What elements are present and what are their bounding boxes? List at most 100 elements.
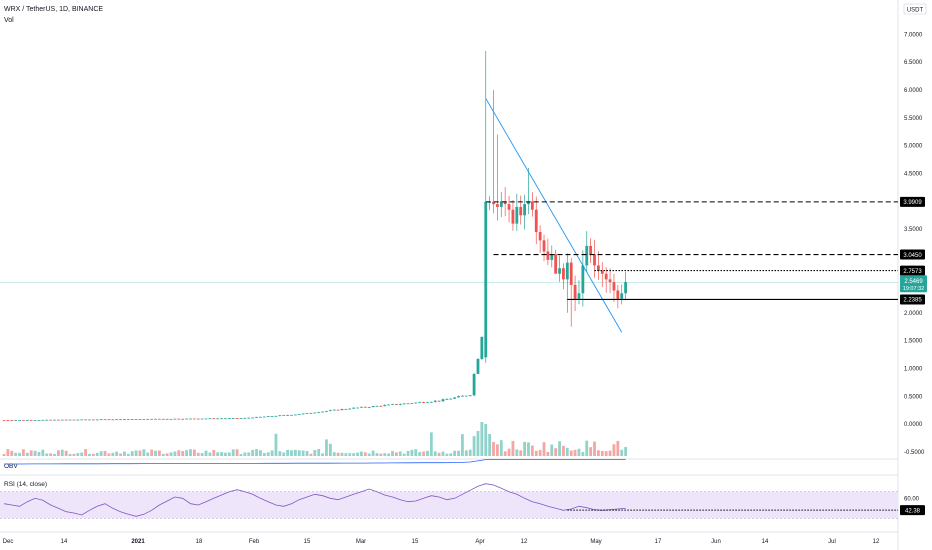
volume-bar (495, 444, 499, 456)
obv-title: OBV (4, 463, 18, 470)
volume-bar (577, 448, 581, 456)
candle-body (507, 204, 511, 210)
volume-bar (14, 452, 18, 456)
volume-bar (550, 444, 554, 456)
candle-body (554, 254, 558, 274)
volume-bar (375, 453, 379, 456)
candle-body (313, 412, 317, 414)
candle-body (383, 405, 387, 407)
candle-body (22, 420, 25, 421)
time-tick-label: 2021 (131, 539, 145, 545)
volume-bar (534, 450, 538, 456)
price-tick-label: 1.5000 (904, 339, 923, 345)
candle-body (394, 404, 398, 406)
candle-body (336, 409, 340, 411)
volume-bar (165, 453, 169, 456)
volume-bar (169, 452, 173, 456)
volume-bar (620, 449, 624, 456)
candle-body (14, 420, 18, 421)
candle-body (64, 419, 68, 421)
trendline (485, 98, 623, 333)
candle-body (196, 418, 200, 420)
volume-bar (282, 452, 286, 456)
price-level-tag (900, 294, 925, 305)
candle-body (546, 251, 550, 260)
volume-bar (371, 450, 375, 456)
volume-bar (624, 447, 627, 456)
time-tick-label: Apr (475, 539, 484, 545)
candle-body (449, 398, 453, 400)
candle-body (558, 268, 561, 274)
volume-bar (527, 442, 530, 456)
volume-bar (476, 431, 480, 456)
time-tick-label: 17 (655, 539, 662, 545)
candle-body (278, 415, 282, 417)
volume-bar (492, 442, 495, 456)
candle-body (534, 209, 538, 232)
candle-body (231, 418, 235, 419)
volume-bar (523, 441, 526, 456)
volume-bar (212, 450, 216, 456)
volume-bar (56, 450, 60, 456)
candle-body (577, 293, 581, 299)
volume-bar (185, 450, 188, 456)
price-tick-label: 6.0000 (904, 88, 923, 94)
candle-body (523, 204, 526, 216)
candle-body (468, 395, 472, 397)
volume-bar (29, 450, 33, 456)
candle-body (286, 415, 290, 416)
candle-body (29, 420, 33, 421)
price-tick-label: 0.5000 (904, 394, 923, 400)
volume-bar (398, 451, 402, 456)
volume-bar (433, 451, 437, 456)
volume-bar (259, 450, 262, 456)
time-tick-label: 12 (521, 539, 528, 545)
candle-body (375, 405, 379, 407)
volume-bar (220, 452, 223, 456)
currency-box (903, 3, 927, 15)
candle-body (41, 419, 45, 421)
candle-body (76, 419, 80, 421)
volume-bar (604, 451, 608, 456)
volume-bar (177, 450, 181, 456)
volume-bar (593, 441, 596, 456)
volume-bar (158, 450, 161, 456)
volume-bar (340, 452, 344, 456)
candle-body (33, 420, 37, 421)
candle-body (604, 273, 608, 280)
candle-body (573, 284, 577, 299)
volume-bar (138, 450, 142, 456)
rsi-line (3, 483, 626, 517)
volume-bar (391, 451, 394, 456)
volume-bar (123, 451, 126, 456)
candle-body (266, 416, 270, 417)
candle-body (457, 396, 460, 398)
volume-bar (95, 452, 99, 456)
candle-body (344, 408, 348, 410)
volume-bar (22, 449, 25, 456)
candle-body (593, 254, 596, 266)
time-tick-label: 15 (304, 539, 311, 545)
candle-body (251, 417, 255, 419)
candle-body (134, 418, 138, 420)
candle-body (293, 414, 297, 416)
candle-body (530, 201, 534, 210)
volume-bar (76, 453, 80, 456)
volume-bar (402, 453, 406, 456)
price-level-label: 3.9909 (903, 200, 922, 206)
candle-body (519, 206, 523, 216)
price-tick-label: 4.5000 (904, 172, 923, 178)
candle-body (111, 419, 115, 421)
volume-bar (173, 451, 177, 456)
volume-bar (328, 443, 332, 456)
volume-bar (60, 449, 64, 456)
candle-body (169, 418, 173, 420)
volume-bar (488, 434, 492, 456)
candle-body (484, 201, 488, 358)
candle-body (527, 201, 530, 205)
price-tick-label: -0.5000 (904, 450, 925, 456)
volume-bar (538, 450, 542, 456)
candle-body (123, 419, 126, 421)
candle-body (189, 418, 192, 420)
